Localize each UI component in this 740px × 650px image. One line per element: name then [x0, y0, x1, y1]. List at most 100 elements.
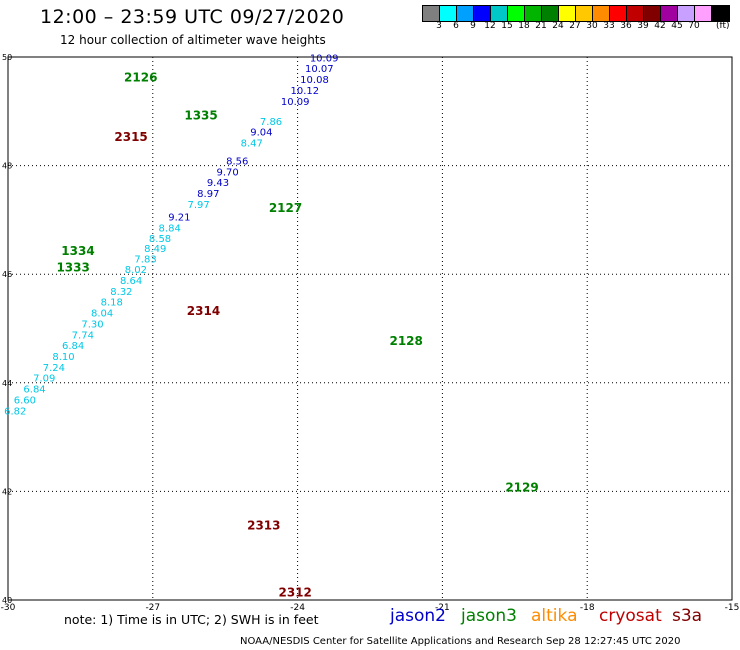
- colorbar-tick-label: 27: [569, 21, 581, 31]
- legend-cryosat: cryosat: [599, 606, 662, 626]
- wave-height-label: 7.09: [33, 374, 55, 385]
- colorbar-swatch: [661, 6, 678, 21]
- wave-height-label: 8.02: [125, 265, 147, 276]
- wave-height-label: 6.60: [14, 395, 36, 406]
- colorbar-swatch: [423, 6, 440, 21]
- footer-note: note: 1) Time is in UTC; 2) SWH is in fe…: [64, 612, 319, 627]
- wave-height-label: 8.47: [241, 139, 263, 150]
- wave-height-label: 10.09: [310, 53, 339, 64]
- pass-number-label: 1334: [61, 244, 94, 258]
- wave-height-label: 8.18: [101, 298, 123, 309]
- colorbar-swatch: [559, 6, 576, 21]
- wave-height-label: 7.86: [260, 117, 282, 128]
- wave-height-label: 8.56: [226, 157, 248, 168]
- wave-height-label: 7.24: [43, 363, 65, 374]
- wave-height-label: 8.84: [159, 223, 181, 234]
- y-tick-label: 44: [2, 379, 12, 388]
- colorbar-tick-label: 24: [552, 21, 564, 31]
- colorbar-tick-label: 70: [688, 21, 700, 31]
- wave-height-label: 10.08: [300, 75, 329, 86]
- pass-number-label: 2315: [114, 130, 147, 144]
- wave-height-label: 8.97: [197, 189, 219, 200]
- y-tick-label: 48: [2, 162, 12, 171]
- colorbar-tick-label: 3: [436, 21, 442, 31]
- pass-number-label: 2312: [278, 586, 311, 600]
- wave-height-label: 8.49: [144, 244, 166, 255]
- y-tick-label: 42: [2, 487, 12, 496]
- colorbar-swatch: [593, 6, 610, 21]
- wave-height-label: 9.43: [207, 178, 229, 189]
- y-tick-label: 40: [2, 596, 12, 605]
- wave-height-label: 8.32: [110, 287, 132, 298]
- colorbar-tick-label: 18: [518, 21, 530, 31]
- colorbar-swatch: [712, 6, 729, 21]
- colorbar-swatch: [644, 6, 661, 21]
- x-tick-label: -18: [580, 603, 595, 613]
- colorbar-swatch: [542, 6, 559, 21]
- x-tick-label: -21: [435, 603, 450, 613]
- colorbar-tick-label: 39: [637, 21, 649, 31]
- chart-title: 12:00 – 23:59 UTC 09/27/2020: [40, 6, 345, 28]
- x-tick-label: -30: [1, 603, 16, 613]
- wave-height-label: 8.58: [149, 234, 171, 245]
- colorbar-swatch: [457, 6, 474, 21]
- colorbar-swatch: [508, 6, 525, 21]
- colorbar-swatch: [627, 6, 644, 21]
- colorbar-swatch: [525, 6, 542, 21]
- y-tick-label: 50: [2, 53, 12, 62]
- wave-height-label: 10.12: [291, 86, 320, 97]
- colorbar-tick-label: 6: [453, 21, 459, 31]
- wave-height-label: 7.83: [134, 254, 156, 265]
- pass-number-label: 2127: [269, 201, 302, 215]
- wave-height-label: 7.30: [81, 319, 103, 330]
- wave-height-label: 8.10: [52, 352, 74, 363]
- x-tick-label: -15: [725, 603, 740, 613]
- colorbar-swatch: [474, 6, 491, 21]
- wave-height-label: 6.84: [62, 341, 84, 352]
- colorbar-swatch: [576, 6, 593, 21]
- legend-s3a: s3a: [672, 606, 703, 626]
- legend-jason3: jason3: [461, 606, 517, 626]
- pass-number-label: 1335: [184, 108, 217, 122]
- wave-height-label: 6.84: [23, 385, 45, 396]
- colorbar-tick-label: 45: [671, 21, 683, 31]
- wave-height-label: 7.74: [72, 330, 94, 341]
- colorbar-swatch: [491, 6, 508, 21]
- pass-number-label: 2128: [389, 334, 422, 348]
- chart-subtitle: 12 hour collection of altimeter wave hei…: [60, 33, 326, 47]
- colorbar-tick-label: 36: [620, 21, 632, 31]
- colorbar-tick-label: 12: [484, 21, 496, 31]
- pass-number-label: 2126: [124, 70, 157, 84]
- wave-height-label: 9.21: [168, 212, 190, 223]
- wave-height-label: 8.04: [91, 309, 113, 320]
- plot-frame: [7, 56, 733, 601]
- colorbar-swatch: [610, 6, 627, 21]
- colorbar-tick-label: 33: [603, 21, 615, 31]
- pass-number-label: 1333: [56, 260, 89, 274]
- x-tick-label: -24: [290, 603, 305, 613]
- legend-altika: altika: [531, 606, 578, 626]
- colorbar-tick-label: 42: [654, 21, 666, 31]
- colorbar-labels: 3 6 9 12 15 18 21 24 27 30 33 36 39 42 45 70: [422, 21, 740, 33]
- colorbar-tick-label: 15: [501, 21, 513, 31]
- colorbar-tick-label: 21: [535, 21, 547, 31]
- colorbar-swatch: [440, 6, 457, 21]
- pass-number-label: 2129: [505, 480, 538, 494]
- colorbar: [422, 5, 730, 22]
- pass-number-label: 2314: [187, 304, 220, 318]
- legend-jason2: jason2: [390, 606, 446, 626]
- wave-height-label: 10.09: [281, 97, 310, 108]
- wave-height-label: 7.97: [188, 200, 210, 211]
- colorbar-unit: (ft): [716, 21, 730, 31]
- wave-height-label: 9.70: [216, 167, 238, 178]
- colorbar-swatch: [678, 6, 695, 21]
- pass-number-label: 2313: [247, 518, 280, 532]
- wave-height-label: 10.07: [305, 64, 334, 75]
- colorbar-tick-label: 9: [470, 21, 476, 31]
- x-tick-label: -27: [145, 603, 160, 613]
- wave-height-label: 8.64: [120, 276, 142, 287]
- wave-height-label: 9.04: [250, 128, 272, 139]
- y-tick-label: 46: [2, 270, 12, 279]
